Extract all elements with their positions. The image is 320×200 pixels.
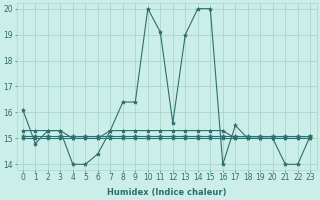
X-axis label: Humidex (Indice chaleur): Humidex (Indice chaleur) bbox=[107, 188, 226, 197]
